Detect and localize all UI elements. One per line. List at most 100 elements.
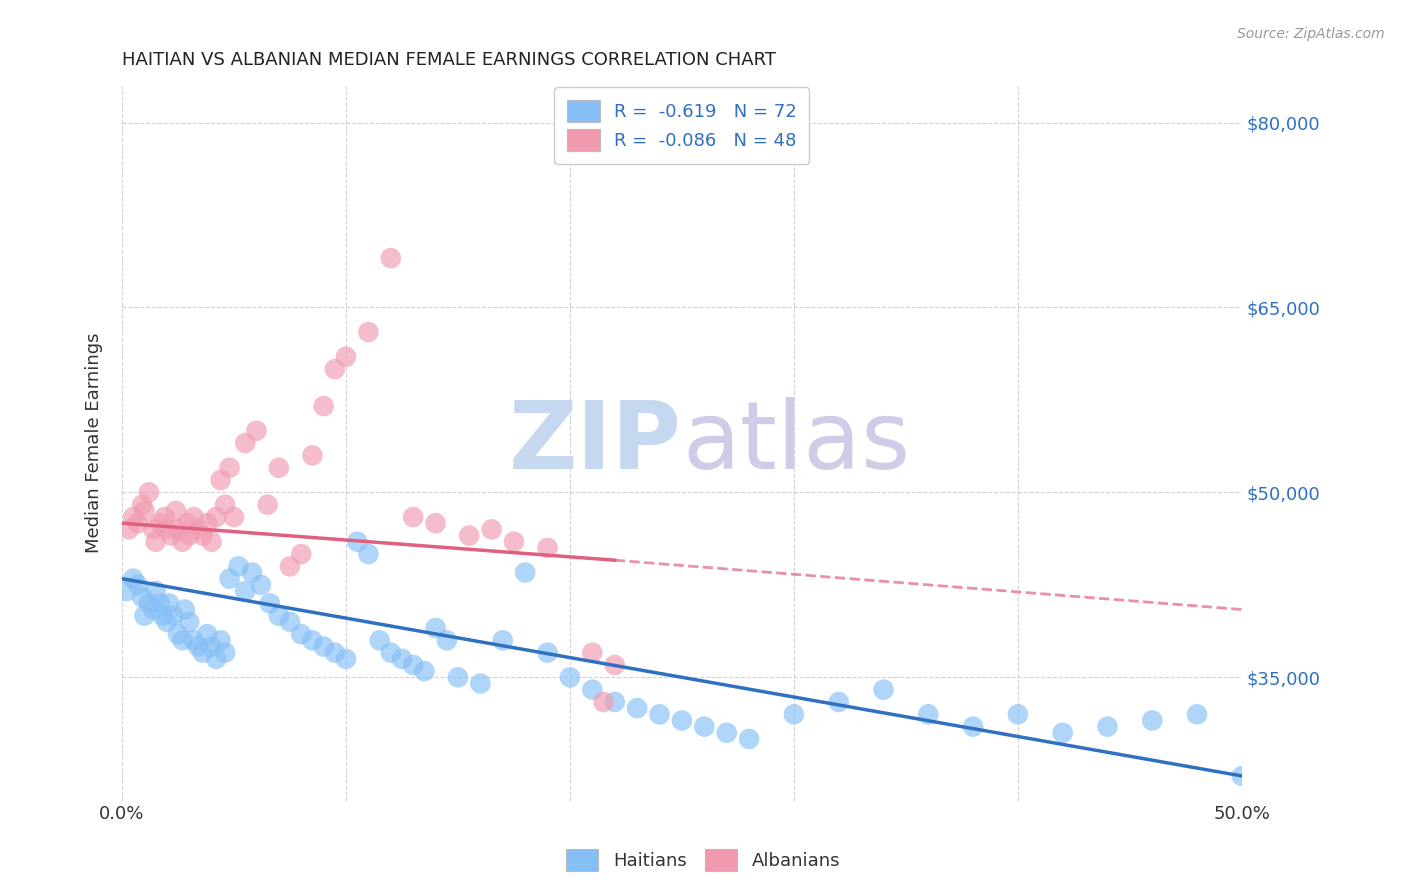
Point — [558, 670, 581, 684]
Point — [301, 633, 323, 648]
Point — [173, 602, 195, 616]
Point — [209, 633, 232, 648]
Point — [716, 726, 738, 740]
Text: ZIP: ZIP — [509, 397, 682, 489]
Text: Source: ZipAtlas.com: Source: ZipAtlas.com — [1237, 27, 1385, 41]
Point — [142, 522, 165, 536]
Point — [118, 522, 141, 536]
Point — [290, 627, 312, 641]
Point — [402, 658, 425, 673]
Point — [228, 559, 250, 574]
Point — [179, 528, 201, 542]
Point — [201, 640, 224, 654]
Point — [240, 566, 263, 580]
Point — [172, 534, 194, 549]
Point — [214, 646, 236, 660]
Point — [1007, 707, 1029, 722]
Point — [142, 602, 165, 616]
Point — [205, 652, 228, 666]
Point — [131, 498, 153, 512]
Point — [917, 707, 939, 722]
Point — [183, 633, 205, 648]
Point — [402, 510, 425, 524]
Point — [191, 528, 214, 542]
Point — [603, 658, 626, 673]
Point — [233, 584, 256, 599]
Point — [368, 633, 391, 648]
Point — [323, 646, 346, 660]
Point — [250, 578, 273, 592]
Point — [187, 522, 209, 536]
Point — [172, 633, 194, 648]
Point — [191, 646, 214, 660]
Point — [503, 534, 526, 549]
Point — [828, 695, 851, 709]
Point — [278, 615, 301, 629]
Point — [1097, 720, 1119, 734]
Point — [1052, 726, 1074, 740]
Point — [209, 473, 232, 487]
Point — [256, 498, 278, 512]
Point — [214, 498, 236, 512]
Point — [134, 504, 156, 518]
Point — [222, 510, 245, 524]
Point — [312, 399, 335, 413]
Point — [115, 584, 138, 599]
Point — [357, 547, 380, 561]
Point — [167, 522, 190, 536]
Point — [1142, 714, 1164, 728]
Point — [536, 541, 558, 555]
Point — [162, 608, 184, 623]
Point — [156, 615, 179, 629]
Point — [179, 615, 201, 629]
Point — [380, 251, 402, 265]
Point — [603, 695, 626, 709]
Point — [138, 485, 160, 500]
Point — [693, 720, 716, 734]
Point — [481, 522, 503, 536]
Point — [122, 510, 145, 524]
Point — [1230, 769, 1253, 783]
Point — [267, 460, 290, 475]
Point — [183, 510, 205, 524]
Point — [149, 516, 172, 531]
Point — [1185, 707, 1208, 722]
Point — [312, 640, 335, 654]
Point — [290, 547, 312, 561]
Point — [127, 578, 149, 592]
Point — [872, 682, 894, 697]
Point — [536, 646, 558, 660]
Point — [160, 528, 183, 542]
Text: HAITIAN VS ALBANIAN MEDIAN FEMALE EARNINGS CORRELATION CHART: HAITIAN VS ALBANIAN MEDIAN FEMALE EARNIN… — [122, 51, 776, 69]
Point — [167, 627, 190, 641]
Point — [323, 362, 346, 376]
Point — [278, 559, 301, 574]
Point — [145, 584, 167, 599]
Point — [205, 510, 228, 524]
Point — [233, 436, 256, 450]
Y-axis label: Median Female Earnings: Median Female Earnings — [86, 333, 103, 553]
Text: atlas: atlas — [682, 397, 910, 489]
Point — [122, 572, 145, 586]
Point — [962, 720, 984, 734]
Point — [391, 652, 413, 666]
Point — [380, 646, 402, 660]
Point — [201, 534, 224, 549]
Legend: R =  -0.619   N = 72, R =  -0.086   N = 48: R = -0.619 N = 72, R = -0.086 N = 48 — [554, 87, 810, 164]
Point — [458, 528, 481, 542]
Point — [581, 682, 603, 697]
Point — [149, 596, 172, 610]
Point — [195, 516, 218, 531]
Point — [131, 590, 153, 604]
Point — [335, 350, 357, 364]
Point — [515, 566, 537, 580]
Point — [470, 676, 492, 690]
Point — [245, 424, 267, 438]
Point — [165, 504, 187, 518]
Point — [218, 572, 240, 586]
Point — [127, 516, 149, 531]
Point — [259, 596, 281, 610]
Point — [157, 596, 180, 610]
Point — [176, 516, 198, 531]
Point — [783, 707, 806, 722]
